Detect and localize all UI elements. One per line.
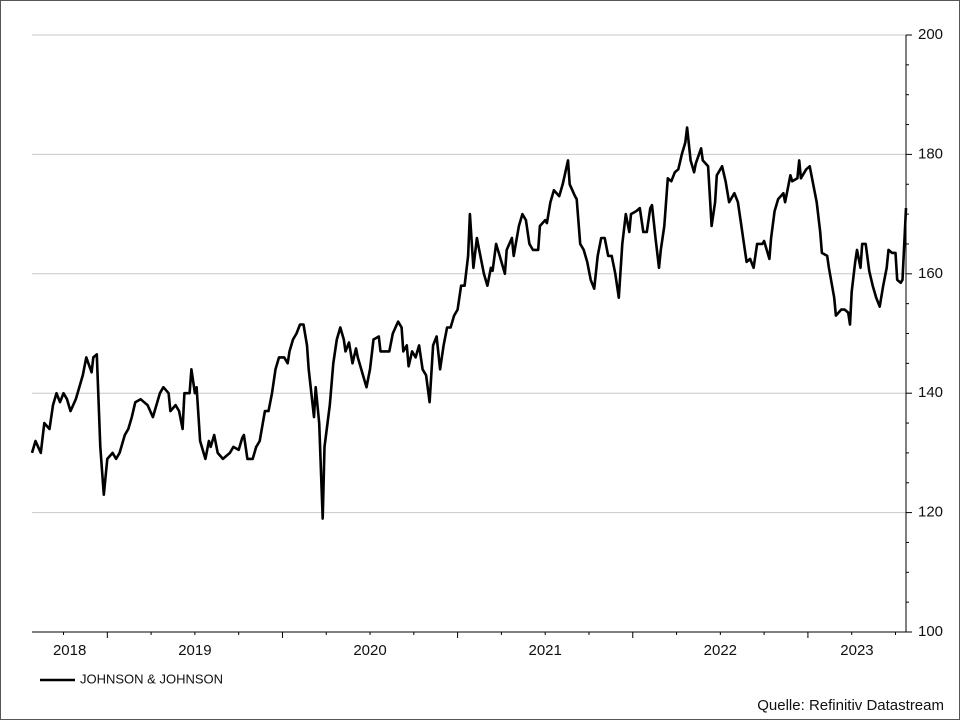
x-tick-label: 2018 [53, 642, 86, 659]
y-tick-label: 180 [918, 145, 943, 162]
legend-label: JOHNSON & JOHNSON [80, 671, 223, 686]
y-tick-label: 160 [918, 265, 943, 282]
y-tick-label: 100 [918, 623, 943, 640]
x-tick-label: 2023 [840, 642, 873, 659]
y-tick-label: 120 [918, 504, 943, 521]
x-tick-label: 2020 [353, 642, 386, 659]
y-tick-label: 140 [918, 384, 943, 401]
price-line [30, 126, 908, 520]
y-tick-label: 200 [918, 26, 943, 43]
source-note: Quelle: Refinitiv Datastream [757, 697, 944, 714]
x-tick-label: 2022 [704, 642, 737, 659]
x-tick-label: 2019 [178, 642, 211, 659]
x-tick-label: 2021 [529, 642, 562, 659]
